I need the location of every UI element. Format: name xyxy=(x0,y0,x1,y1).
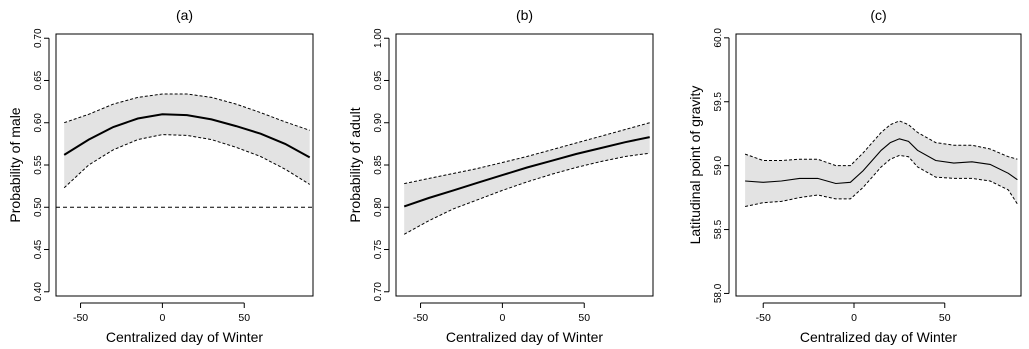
upper-bound-line-a xyxy=(64,93,310,131)
y-axis-label-c: Latitudinal point of gravity xyxy=(687,86,703,245)
panel-title-a: (a) xyxy=(176,7,193,23)
y-tick-label-b: 0.85 xyxy=(373,155,384,175)
plot-frame-b xyxy=(395,33,654,297)
y-tick-label-a: 0.65 xyxy=(33,70,44,90)
y-tick-label-a: 0.45 xyxy=(33,239,44,259)
y-tick-label-a: 0.40 xyxy=(33,282,44,302)
y-axis-label-a: Probability of male xyxy=(7,107,23,222)
upper-bound-line-b xyxy=(404,122,650,185)
fitted-line-a xyxy=(63,113,311,159)
x-tick-label-c: 50 xyxy=(939,312,951,324)
y-tick-label-b: 0.70 xyxy=(373,282,384,302)
x-tick-label-c: -50 xyxy=(756,312,771,324)
x-tick-label-b: 50 xyxy=(578,312,590,324)
fitted-line-b xyxy=(403,136,650,208)
y-tick-label-b: 0.90 xyxy=(373,113,384,133)
confidence-band-b xyxy=(404,122,650,235)
x-axis-label-a: Centralized day of Winter xyxy=(106,329,264,345)
x-tick-label-a: 50 xyxy=(238,312,250,324)
y-tick-label-c: 58.0 xyxy=(713,283,724,303)
y-tick-label-c: 60.0 xyxy=(713,28,724,48)
upper-bound-line-c xyxy=(744,120,1018,167)
y-tick-label-a: 0.55 xyxy=(33,155,44,175)
y-tick-label-a: 0.70 xyxy=(33,28,44,48)
x-tick-label-b: 0 xyxy=(499,312,505,324)
y-tick-label-a: 0.50 xyxy=(33,197,44,217)
plot-frame-a xyxy=(55,33,314,297)
y-tick-label-c: 59.5 xyxy=(713,92,724,112)
panel-b: (b) Centralized day of Winter Probabilit… xyxy=(347,7,654,345)
y-axis-label-b: Probability of adult xyxy=(347,107,363,222)
x-tick-label-c: 0 xyxy=(851,312,857,324)
panel-a: (a) Centralized day of Winter Probabilit… xyxy=(7,7,314,345)
panel-title-c: (c) xyxy=(870,7,886,23)
x-tick-label-a: -50 xyxy=(73,312,88,324)
fitted-line-c xyxy=(745,138,1018,185)
x-tick-label-b: -50 xyxy=(413,312,428,324)
lower-bound-line-a xyxy=(63,134,310,189)
confidence-band-c xyxy=(745,120,1018,207)
panel-title-b: (b) xyxy=(516,7,533,23)
y-tick-label-c: 58.5 xyxy=(713,219,724,239)
panel-c: (c) Centralized day of Winter Latitudina… xyxy=(687,7,1022,345)
y-tick-label-c: 59.0 xyxy=(713,155,724,175)
x-axis-label-b: Centralized day of Winter xyxy=(446,329,604,345)
y-tick-label-a: 0.60 xyxy=(33,113,44,133)
lower-bound-line-b xyxy=(403,152,650,235)
y-tick-label-b: 0.80 xyxy=(373,197,384,217)
y-tick-label-b: 1.00 xyxy=(373,28,384,48)
x-axis-label-c: Centralized day of Winter xyxy=(800,329,958,345)
confidence-band-a xyxy=(64,94,310,188)
lower-bound-line-c xyxy=(744,154,1018,207)
y-tick-label-b: 0.75 xyxy=(373,239,384,259)
y-tick-label-b: 0.95 xyxy=(373,70,384,90)
plot-frame-c xyxy=(735,33,1022,297)
x-tick-label-a: 0 xyxy=(159,312,165,324)
